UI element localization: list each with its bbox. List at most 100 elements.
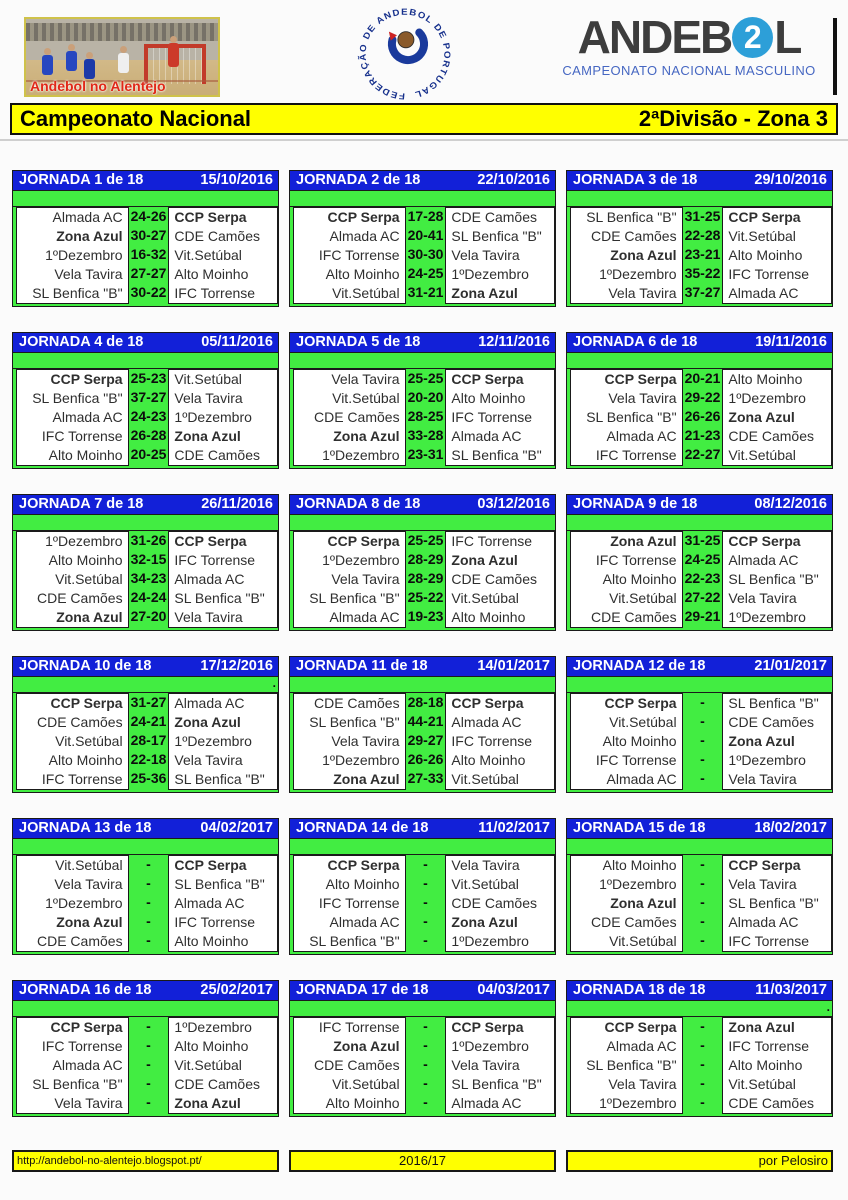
away-team-cell: CCP Serpa [728, 533, 801, 549]
home-team-cell: Vela Tavira [54, 876, 123, 892]
footer-author: por Pelosiro [566, 1150, 833, 1172]
score-column: - - - - - [683, 693, 723, 790]
score-cell: 27-27 [130, 265, 167, 281]
score-cell: - [700, 770, 705, 786]
score-cell: - [700, 713, 705, 729]
away-team-cell: CCP Serpa [174, 209, 247, 225]
home-team-cell: Vit.Setúbal [55, 857, 123, 873]
jornada-body: CCP Serpa Almada AC IFC Torrense Alto Moinh… [290, 207, 555, 306]
away-team-cell: SL Benfica "B" [174, 590, 265, 606]
jornada-title: JORNADA 7 de 18 [19, 496, 144, 512]
score-cell: 24-26 [130, 208, 167, 224]
photo-court-line [26, 80, 218, 82]
score-cell: 33-28 [407, 427, 444, 443]
home-team-cell: CCP Serpa [604, 371, 677, 387]
away-team-cell: Almada AC [174, 571, 245, 587]
home-team-cell: Almada AC [329, 228, 400, 244]
score-cell: 22-23 [684, 570, 721, 586]
score-cell: - [700, 751, 705, 767]
home-team-column: Alto Moinho 1ºDezembro Zona Azul CDE Camões… [570, 855, 683, 952]
score-column: 25-25 20-20 28-25 33-28 23-31 [406, 369, 446, 466]
score-cell: 25-22 [407, 589, 444, 605]
away-team-cell: Alto Moinho [451, 752, 526, 768]
jornada-header: JORNADA 4 de 18 05/11/2016 [13, 333, 278, 353]
jornada-body: CDE Camões SL Benfica "B" Vela Tavira 1ºDez… [290, 693, 555, 792]
score-cell: 37-27 [130, 389, 167, 405]
score-cell: 31-26 [130, 532, 167, 548]
score-cell: - [423, 1094, 428, 1110]
away-team-column: CCP Serpa Alto Moinho IFC Torrense Almada A… [445, 369, 555, 466]
jornada-body: SL Benfica "B" CDE Camões Zona Azul 1ºDezem… [567, 207, 832, 306]
jornada-title: JORNADA 15 de 18 [573, 820, 706, 836]
jornada-card: JORNADA 18 de 18 11/03/2017. CCP Serpa Alma… [566, 980, 833, 1117]
home-team-cell: Zona Azul [56, 609, 123, 625]
jornada-header: JORNADA 15 de 18 18/02/2017 [567, 819, 832, 839]
home-team-cell: Alto Moinho [602, 571, 677, 587]
jornada-card: JORNADA 13 de 18 04/02/2017 Vit.Setúbal Vel… [12, 818, 279, 955]
away-team-cell: Vit.Setúbal [174, 247, 242, 263]
away-team-cell: CDE Camões [451, 571, 538, 587]
score-cell: 19-23 [407, 608, 444, 624]
home-team-cell: Vit.Setúbal [55, 571, 123, 587]
home-team-column: CCP Serpa SL Benfica "B" Almada AC IFC Torr… [16, 369, 129, 466]
jornada-date: 26/11/2016 [201, 496, 273, 512]
score-cell: - [146, 894, 151, 910]
away-team-cell: Alto Moinho [174, 1038, 249, 1054]
home-team-cell: SL Benfica "B" [32, 285, 123, 301]
away-team-cell: Zona Azul [451, 552, 518, 568]
jornada-spacer [13, 353, 278, 369]
home-team-column: CDE Camões SL Benfica "B" Vela Tavira 1ºDez… [293, 693, 406, 790]
home-team-cell: Zona Azul [333, 771, 400, 787]
score-cell: 24-24 [130, 589, 167, 605]
jornada-title: JORNADA 13 de 18 [19, 820, 152, 836]
home-team-cell: Vit.Setúbal [609, 590, 677, 606]
home-team-cell: CDE Camões [313, 695, 400, 711]
away-team-cell: SL Benfica "B" [174, 876, 265, 892]
home-team-cell: Zona Azul [333, 1038, 400, 1054]
away-team-cell: CDE Camões [728, 1095, 815, 1111]
away-team-cell: CDE Camões [451, 895, 538, 911]
jornada-spacer [567, 677, 832, 693]
jornada-body: CCP Serpa 1ºDezembro Vela Tavira SL Benfica… [290, 531, 555, 630]
jornada-date: 18/02/2017 [754, 820, 827, 836]
score-cell: 24-21 [130, 713, 167, 729]
away-team-cell: CCP Serpa [728, 209, 801, 225]
home-team-cell: CDE Camões [590, 228, 677, 244]
away-team-cell: IFC Torrense [451, 733, 533, 749]
jornada-spacer [13, 191, 278, 207]
away-team-cell: IFC Torrense [451, 409, 533, 425]
score-cell: 26-26 [684, 408, 721, 424]
away-team-cell: Almada AC [728, 285, 799, 301]
federation-logo: FEDERAÇÃO DE ANDEBOL DE PORTUGAL [358, 7, 452, 102]
away-team-cell: Zona Azul [174, 1095, 241, 1111]
jornada-title: JORNADA 16 de 18 [19, 982, 152, 998]
footer-blog-url[interactable]: http://andebol-no-alentejo.blogspot.pt/ [12, 1150, 279, 1172]
jornada-body: Vit.Setúbal Vela Tavira 1ºDezembro Zona Azu… [13, 855, 278, 954]
title-bar: Campeonato Nacional 2ªDivisão - Zona 3 [10, 103, 838, 135]
home-team-cell: Vela Tavira [54, 1095, 123, 1111]
away-team-cell: CDE Camões [728, 428, 815, 444]
score-cell: 28-17 [130, 732, 167, 748]
home-team-cell: Vela Tavira [608, 390, 677, 406]
score-column: 17-28 20-41 30-30 24-25 31-21 [406, 207, 446, 304]
home-team-cell: CDE Camões [36, 590, 123, 606]
home-team-cell: SL Benfica "B" [32, 390, 123, 406]
score-cell: - [146, 1037, 151, 1053]
home-team-cell: Vit.Setúbal [332, 1076, 400, 1092]
jornada-card: JORNADA 17 de 18 04/03/2017 IFC Torrense Zo… [289, 980, 556, 1117]
jornada-body: CCP Serpa SL Benfica "B" Almada AC IFC Torr… [13, 369, 278, 468]
score-cell: - [146, 1094, 151, 1110]
jornada-date: 19/11/2016 [755, 334, 827, 350]
away-team-cell: Alto Moinho [728, 247, 803, 263]
away-team-cell: SL Benfica "B" [174, 771, 265, 787]
away-team-cell: CDE Camões [174, 228, 261, 244]
score-cell: 24-25 [407, 265, 444, 281]
score-cell: 27-20 [130, 608, 167, 624]
score-cell: 37-27 [684, 284, 721, 300]
jornada-spacer [290, 191, 555, 207]
jornada-date: 15/10/2016 [200, 172, 273, 188]
score-cell: 23-21 [684, 246, 721, 262]
away-team-column: CCP Serpa CDE Camões Vit.Setúbal Alto Moinh… [168, 207, 278, 304]
home-team-cell: IFC Torrense [41, 428, 123, 444]
jornada-header: JORNADA 1 de 18 15/10/2016 [13, 171, 278, 191]
